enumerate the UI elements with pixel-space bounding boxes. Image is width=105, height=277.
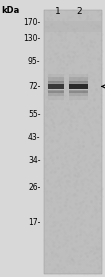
Bar — [48, 90, 64, 93]
Bar — [44, 21, 102, 32]
Bar — [69, 91, 88, 96]
Text: 43-: 43- — [28, 133, 40, 142]
Text: 26-: 26- — [28, 183, 40, 192]
Bar — [69, 90, 88, 93]
Bar — [69, 91, 88, 100]
Bar — [69, 74, 88, 82]
Text: kDa: kDa — [1, 6, 19, 14]
Bar — [69, 77, 88, 83]
Bar — [69, 84, 88, 89]
Text: 1: 1 — [55, 7, 61, 16]
Bar — [48, 74, 64, 82]
Text: 17-: 17- — [28, 218, 40, 227]
Bar — [48, 91, 64, 100]
Bar — [48, 84, 64, 89]
Text: 130-: 130- — [23, 34, 40, 43]
Text: 95-: 95- — [28, 57, 40, 66]
Text: 55-: 55- — [28, 111, 40, 119]
Bar — [48, 77, 64, 83]
Bar — [48, 91, 64, 96]
Bar — [69, 81, 88, 84]
Text: 2: 2 — [76, 7, 82, 16]
Text: 72-: 72- — [28, 82, 40, 91]
Text: 34-: 34- — [28, 156, 40, 165]
Bar — [44, 10, 102, 274]
Bar — [48, 81, 64, 84]
Text: 170-: 170- — [23, 18, 40, 27]
